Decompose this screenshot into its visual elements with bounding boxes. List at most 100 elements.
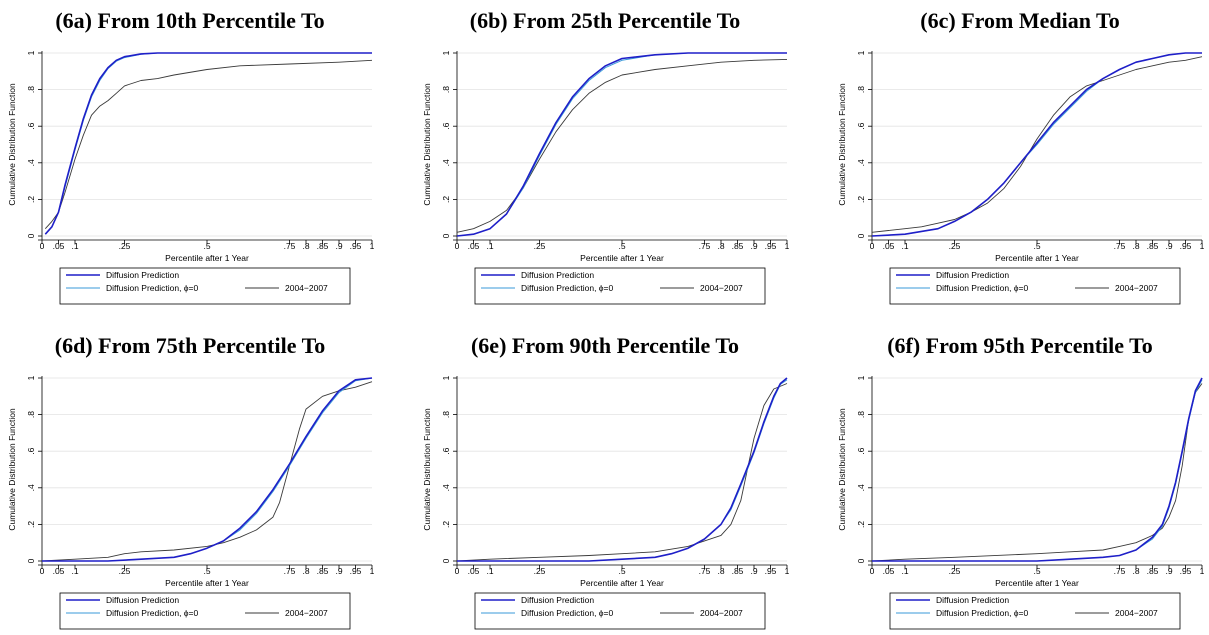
y-tick-label: 1 [441,375,451,380]
x-tick-label: 0 [40,566,45,576]
series-line [44,52,372,235]
legend-entry: Diffusion Prediction, ϕ=0 [521,283,614,293]
y-tick-label: .4 [856,159,866,166]
x-tick-label: .5 [1033,241,1040,251]
legend: Diffusion Prediction Diffusion Prediction… [474,267,766,305]
series-line [456,52,787,237]
x-tick-label: .95 [350,241,362,251]
y-tick-label: .8 [856,86,866,93]
chart-title: (6a) From 10th Percentile To [55,8,324,33]
y-tick-label: .8 [441,411,451,418]
y-tick-label: 0 [26,233,36,238]
series-line [456,383,788,562]
series-line [872,377,1203,562]
x-tick-label: 1 [1200,241,1205,251]
y-tick-label: .2 [441,196,451,203]
x-tick-label: .85 [732,566,744,576]
y-tick-label: .2 [856,196,866,203]
x-tick-label: .05 [883,566,895,576]
legend-box [889,592,1181,630]
y-tick-label: .8 [26,86,36,93]
y-tick-label: .8 [856,411,866,418]
x-tick-label: 0 [870,566,875,576]
x-tick-label: .9 [1165,241,1172,251]
legend: Diffusion Prediction Diffusion Prediction… [889,267,1181,305]
legend: Diffusion Prediction Diffusion Prediction… [474,592,766,630]
y-axis-label: Cumulative Distribution Function [837,408,847,531]
series-line [41,381,373,562]
x-tick-label: .75 [1114,241,1126,251]
x-tick-label: .95 [1180,241,1192,251]
x-tick-label: .95 [350,566,362,576]
x-tick-label: .5 [1033,566,1040,576]
x-tick-label: .1 [71,566,78,576]
x-tick-label: .8 [1132,241,1139,251]
x-tick-label: .9 [750,241,757,251]
chart-title: (6f) From 95th Percentile To [887,333,1153,358]
series-line [871,52,1202,237]
legend-entry: 2004−2007 [285,283,328,293]
y-tick-label: .4 [441,159,451,166]
x-tick-label: .9 [335,566,342,576]
x-tick-label: .85 [1147,566,1159,576]
y-axis-label: Cumulative Distribution Function [7,408,17,531]
y-axis-label: Cumulative Distribution Function [422,83,432,206]
x-tick-label: 1 [785,566,790,576]
x-tick-label: .05 [53,241,65,251]
x-tick-label: 0 [40,241,45,251]
x-tick-label: .1 [71,241,78,251]
series-line [44,52,372,235]
x-tick-label: .1 [486,241,493,251]
y-tick-label: .6 [441,122,451,129]
y-tick-label: 0 [856,558,866,563]
x-axis-label: Percentile after 1 Year [580,253,664,263]
x-tick-label: .8 [1132,566,1139,576]
y-tick-label: .6 [26,447,36,454]
x-tick-label: .75 [284,241,296,251]
x-tick-label: .1 [486,566,493,576]
legend: Diffusion Prediction Diffusion Prediction… [889,592,1181,630]
x-tick-label: .75 [1114,566,1126,576]
legend-entry: 2004−2007 [1115,283,1158,293]
legend-entry: Diffusion Prediction [106,270,179,280]
x-tick-label: .25 [949,566,961,576]
y-axis-label: Cumulative Distribution Function [7,83,17,206]
x-tick-label: .8 [717,566,724,576]
legend-box [59,592,351,630]
x-tick-label: .95 [765,241,777,251]
y-tick-label: 1 [26,375,36,380]
y-tick-label: .6 [441,447,451,454]
series-line [456,52,787,237]
x-tick-label: 0 [870,241,875,251]
x-tick-label: 1 [370,241,375,251]
legend: Diffusion Prediction Diffusion Prediction… [59,267,351,305]
x-tick-label: .05 [468,241,480,251]
x-tick-label: .25 [119,566,131,576]
x-tick-label: .8 [717,241,724,251]
legend-entry: Diffusion Prediction [936,595,1009,605]
y-tick-label: 1 [441,50,451,55]
x-tick-label: .5 [618,566,625,576]
x-tick-label: 1 [785,241,790,251]
y-tick-label: .4 [441,484,451,491]
chart-title: (6e) From 90th Percentile To [471,333,739,358]
y-tick-label: .4 [856,484,866,491]
x-tick-label: .75 [699,241,711,251]
x-tick-label: .25 [949,241,961,251]
x-tick-label: .85 [317,566,329,576]
x-tick-label: .85 [317,241,329,251]
y-tick-label: 0 [441,233,451,238]
series-line [42,377,373,562]
legend-entry: 2004−2007 [285,608,328,618]
x-tick-label: .95 [1180,566,1192,576]
x-tick-label: .05 [883,241,895,251]
series-line [456,58,788,233]
x-tick-label: .9 [1165,566,1172,576]
y-tick-label: .6 [26,122,36,129]
y-tick-label: 1 [856,50,866,55]
y-tick-label: .6 [856,447,866,454]
y-tick-label: .4 [26,159,36,166]
x-tick-label: .85 [1147,241,1159,251]
x-tick-label: .25 [534,241,546,251]
